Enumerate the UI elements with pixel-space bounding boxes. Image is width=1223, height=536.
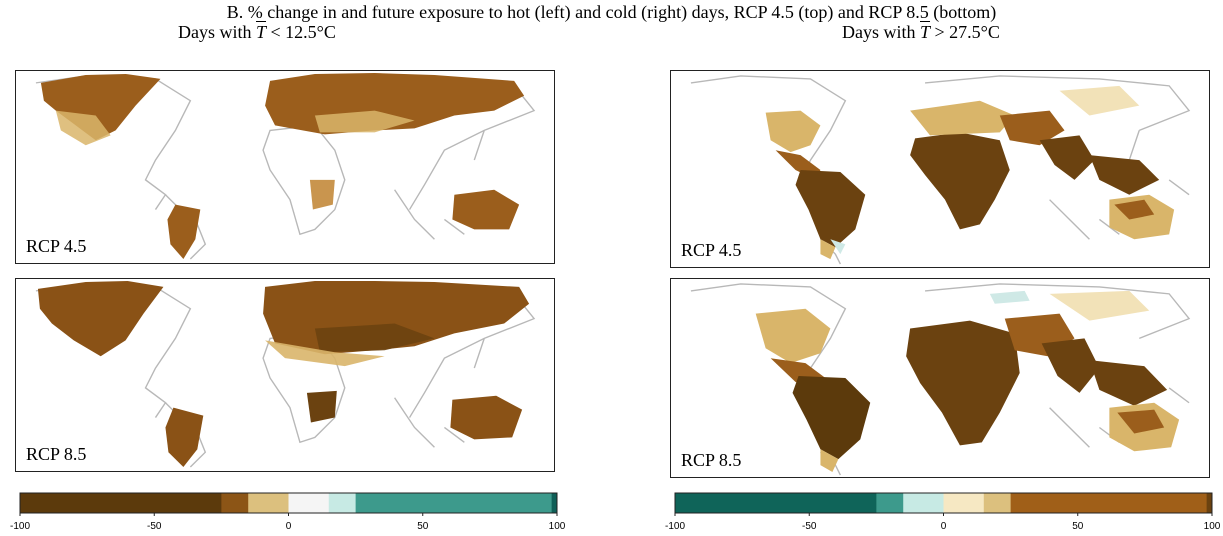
south-asia-region: [1041, 338, 1100, 393]
colorbar-tick-label: 0: [940, 521, 947, 532]
colorbar-right-scale: [674, 492, 1213, 516]
panel-label: RCP 8.5: [24, 444, 89, 465]
north-america-region: [40, 73, 161, 141]
map-panel-right-rcp45: RCP 4.5: [670, 70, 1210, 268]
colorbar-tick-label: -50: [802, 521, 817, 532]
southern-africa-region: [309, 179, 335, 210]
colorbar-tick-label: -100: [664, 521, 686, 532]
africa-region: [906, 320, 1020, 446]
southeast-asia-region: [1089, 155, 1160, 195]
right-column-heading: Days with T > 27.5°C: [842, 22, 1000, 42]
figure-title: B. % change in and future exposure to ho…: [226, 2, 997, 22]
colorbar-tick-label: 100: [548, 521, 566, 532]
colorbar-segment: [551, 493, 558, 513]
colorbar-segment: [355, 493, 553, 513]
south-america-region: [165, 407, 204, 468]
southeast-asia-region: [1089, 360, 1168, 406]
south-america-region: [795, 169, 866, 248]
colorbar-tick-label: -50: [147, 521, 162, 532]
middle-east-region: [999, 110, 1065, 146]
colorbar-tick-label: 50: [1072, 521, 1084, 532]
north-america-region: [765, 110, 821, 153]
panel-label: RCP 8.5: [679, 450, 744, 471]
colorbar-segment: [943, 493, 985, 513]
world-map-cold-rcp85: [35, 280, 536, 468]
colorbar-segment: [288, 493, 330, 513]
colorbar-segment: [328, 493, 357, 513]
exposure-regions: [40, 72, 525, 260]
colorbar-left-scale: [19, 492, 558, 516]
south-asia-region: [1039, 135, 1095, 180]
map-panel-right-rcp85: RCP 8.5: [670, 278, 1210, 478]
colorbar-segment: [983, 493, 1012, 513]
colorbar-tick-label: 0: [285, 521, 292, 532]
colorbar-tick-label: 100: [1203, 521, 1221, 532]
panel-label: RCP 4.5: [24, 236, 89, 257]
colorbar-right: -100 -50 0 50 100: [665, 490, 1220, 536]
south-america-region: [792, 376, 871, 460]
coastline-outlines: [690, 283, 1191, 476]
map-panel-left-rcp85: RCP 8.5: [15, 278, 555, 472]
world-map-cold-rcp45: [35, 72, 536, 260]
colorbar-segment: [675, 493, 877, 513]
map-panel-left-rcp45: RCP 4.5: [15, 70, 555, 264]
colorbar-segment: [876, 493, 904, 513]
colorbar-tick-label: 50: [417, 521, 429, 532]
left-column-heading: Days with T < 12.5°C: [178, 22, 336, 42]
coastline-outlines: [35, 283, 536, 468]
south-america-region: [167, 204, 201, 260]
colorbar-segment: [1010, 493, 1208, 513]
north-america-region: [755, 308, 831, 364]
colorbar-tick-label: -100: [9, 521, 31, 532]
southern-africa-region: [306, 390, 337, 423]
colorbar-segment: [221, 493, 249, 513]
world-map-hot-rcp45: [690, 75, 1191, 265]
australia-region: [450, 395, 523, 440]
exposure-regions: [755, 290, 1180, 473]
colorbar-segment: [903, 493, 944, 513]
colorbar-segment: [248, 493, 289, 513]
colorbar-segment: [20, 493, 222, 513]
exposure-regions: [37, 280, 530, 468]
colorbar-segment: [1206, 493, 1213, 513]
africa-region: [910, 132, 1010, 230]
australia-region: [452, 189, 520, 230]
colorbar-left: -100 -50 0 50 100: [10, 490, 565, 536]
world-map-hot-rcp85: [690, 283, 1191, 476]
north-america-region: [37, 280, 164, 357]
exposure-regions: [765, 85, 1175, 260]
panel-label: RCP 4.5: [679, 240, 744, 261]
